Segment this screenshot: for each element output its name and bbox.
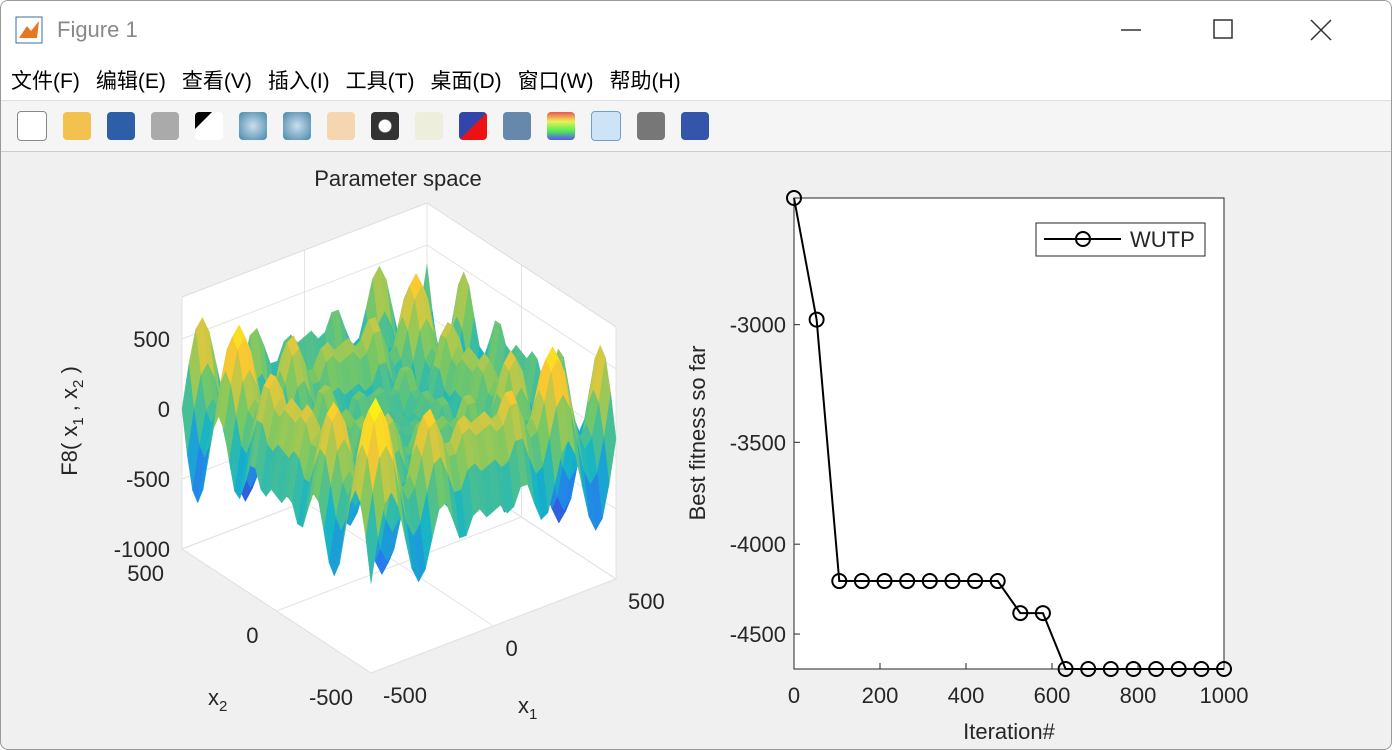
maximize[interactable] <box>1213 19 1233 39</box>
window-title: Figure 1 <box>57 17 138 42</box>
legend-label: WUTP <box>1130 227 1195 252</box>
hide-tools[interactable] <box>637 112 665 140</box>
marker <box>876 573 893 590</box>
plot-area <box>793 197 1225 670</box>
select[interactable] <box>195 112 223 140</box>
x-tick-label: 600 <box>1034 683 1071 708</box>
x-tick-label: 400 <box>948 683 985 708</box>
menu-item[interactable]: 编辑(E) <box>95 69 166 93</box>
menu-bar: 文件(F) 编辑(E) 查看(V) 插入(I) 工具(T) 桌面(D) 窗口(W) 帮助(H) <box>1 59 1391 101</box>
x-tick-label: 800 <box>1120 683 1157 708</box>
colorbar[interactable] <box>547 112 575 140</box>
x-tick-label: 1000 <box>1200 683 1249 708</box>
z-axis-label: F8( x1 , x2 ) <box>57 366 87 476</box>
x-axis-label: x1 <box>518 693 537 723</box>
menu-item[interactable]: 工具(T) <box>345 69 415 93</box>
x-axis-label-part: x <box>518 693 529 718</box>
marker <box>1125 661 1142 677</box>
toolbar <box>1 101 1391 152</box>
z-tick-label: -1000 <box>114 537 170 562</box>
y-tick-label: 500 <box>127 561 164 586</box>
x-tick-label: 200 <box>862 683 899 708</box>
surface-patch <box>365 492 379 584</box>
window-controls <box>1121 19 1332 41</box>
x-tick-label: 500 <box>628 589 665 614</box>
z-tick-label: 0 <box>158 397 170 422</box>
save[interactable] <box>107 112 135 140</box>
y-axis-label: Best fitness so far <box>685 346 710 521</box>
marker <box>1170 661 1187 677</box>
z-axis-label-part: ) <box>57 366 82 379</box>
data-cursor[interactable] <box>415 112 443 140</box>
app-icon <box>15 16 43 44</box>
marker <box>1034 605 1051 622</box>
menu-item[interactable]: 查看(V) <box>181 69 252 93</box>
marker <box>944 573 961 590</box>
z-tick-label: -500 <box>126 467 170 492</box>
x-tick-label: -500 <box>383 683 427 708</box>
series-line <box>793 197 1224 670</box>
y-tick-label: -4500 <box>730 622 786 647</box>
marker <box>1148 661 1165 677</box>
print[interactable] <box>151 112 179 140</box>
menu-item[interactable]: 窗口(W) <box>517 69 594 93</box>
marker <box>1193 661 1210 677</box>
y-axis-label-part: 2 <box>219 698 227 715</box>
marker <box>853 573 870 590</box>
show-tools[interactable] <box>681 112 709 140</box>
y-tick-label: -4000 <box>730 532 786 557</box>
y-axis-label-part: x <box>208 685 219 710</box>
close[interactable] <box>1310 19 1332 41</box>
y-tick-label: -3500 <box>730 430 786 455</box>
marker <box>921 573 938 590</box>
menu-item[interactable]: 帮助(H) <box>609 69 681 93</box>
chart-title: Parameter space <box>314 166 482 191</box>
marker <box>1216 661 1232 677</box>
marker <box>1080 661 1097 677</box>
x-axis-label: Iteration# <box>963 719 1055 744</box>
y-axis-label: x2 <box>208 685 227 715</box>
menu-item[interactable]: 插入(I) <box>267 69 330 93</box>
open[interactable] <box>63 112 91 140</box>
z-tick-label: 500 <box>133 327 170 352</box>
grid-line <box>276 265 522 612</box>
y-tick-label: 0 <box>246 623 258 648</box>
legend[interactable] <box>591 111 621 141</box>
marker <box>1102 661 1119 677</box>
y-tick-label: -3000 <box>730 313 786 338</box>
title-bar: Figure 1 <box>1 1 1391 59</box>
brush[interactable] <box>459 112 487 140</box>
marker <box>989 573 1006 590</box>
marker <box>899 573 916 590</box>
rotate[interactable] <box>371 112 399 140</box>
z-axis-label-part: 1 <box>70 417 87 425</box>
marker <box>1012 605 1029 622</box>
zoom-out[interactable] <box>283 112 311 140</box>
marker <box>831 573 848 590</box>
marker <box>967 573 984 590</box>
marker <box>808 311 825 328</box>
x-tick-label: 0 <box>788 683 800 708</box>
menu-item[interactable]: 文件(F) <box>11 69 80 93</box>
legend-marker <box>1075 231 1091 247</box>
pan[interactable] <box>327 112 355 140</box>
zoom-in[interactable] <box>239 112 267 140</box>
y-tick-label: -500 <box>309 685 353 710</box>
figure-canvas: -1000 -500 0 500 -500 0 500 -500 0 500 Parameter s… <box>57 166 1249 744</box>
z-axis-label-part: , x <box>57 388 82 417</box>
grid-line <box>370 327 617 674</box>
menu-item[interactable]: 桌面(D) <box>430 69 502 93</box>
marker <box>1057 661 1074 677</box>
z-axis-label-part: 2 <box>70 380 87 388</box>
marker <box>786 190 802 206</box>
surface <box>181 264 617 584</box>
link[interactable] <box>503 112 531 140</box>
new[interactable] <box>17 111 47 141</box>
z-axis-label-part: F8( x <box>57 426 82 476</box>
x-tick-label: 0 <box>506 636 518 661</box>
x-axis-label-part: 1 <box>529 706 537 723</box>
